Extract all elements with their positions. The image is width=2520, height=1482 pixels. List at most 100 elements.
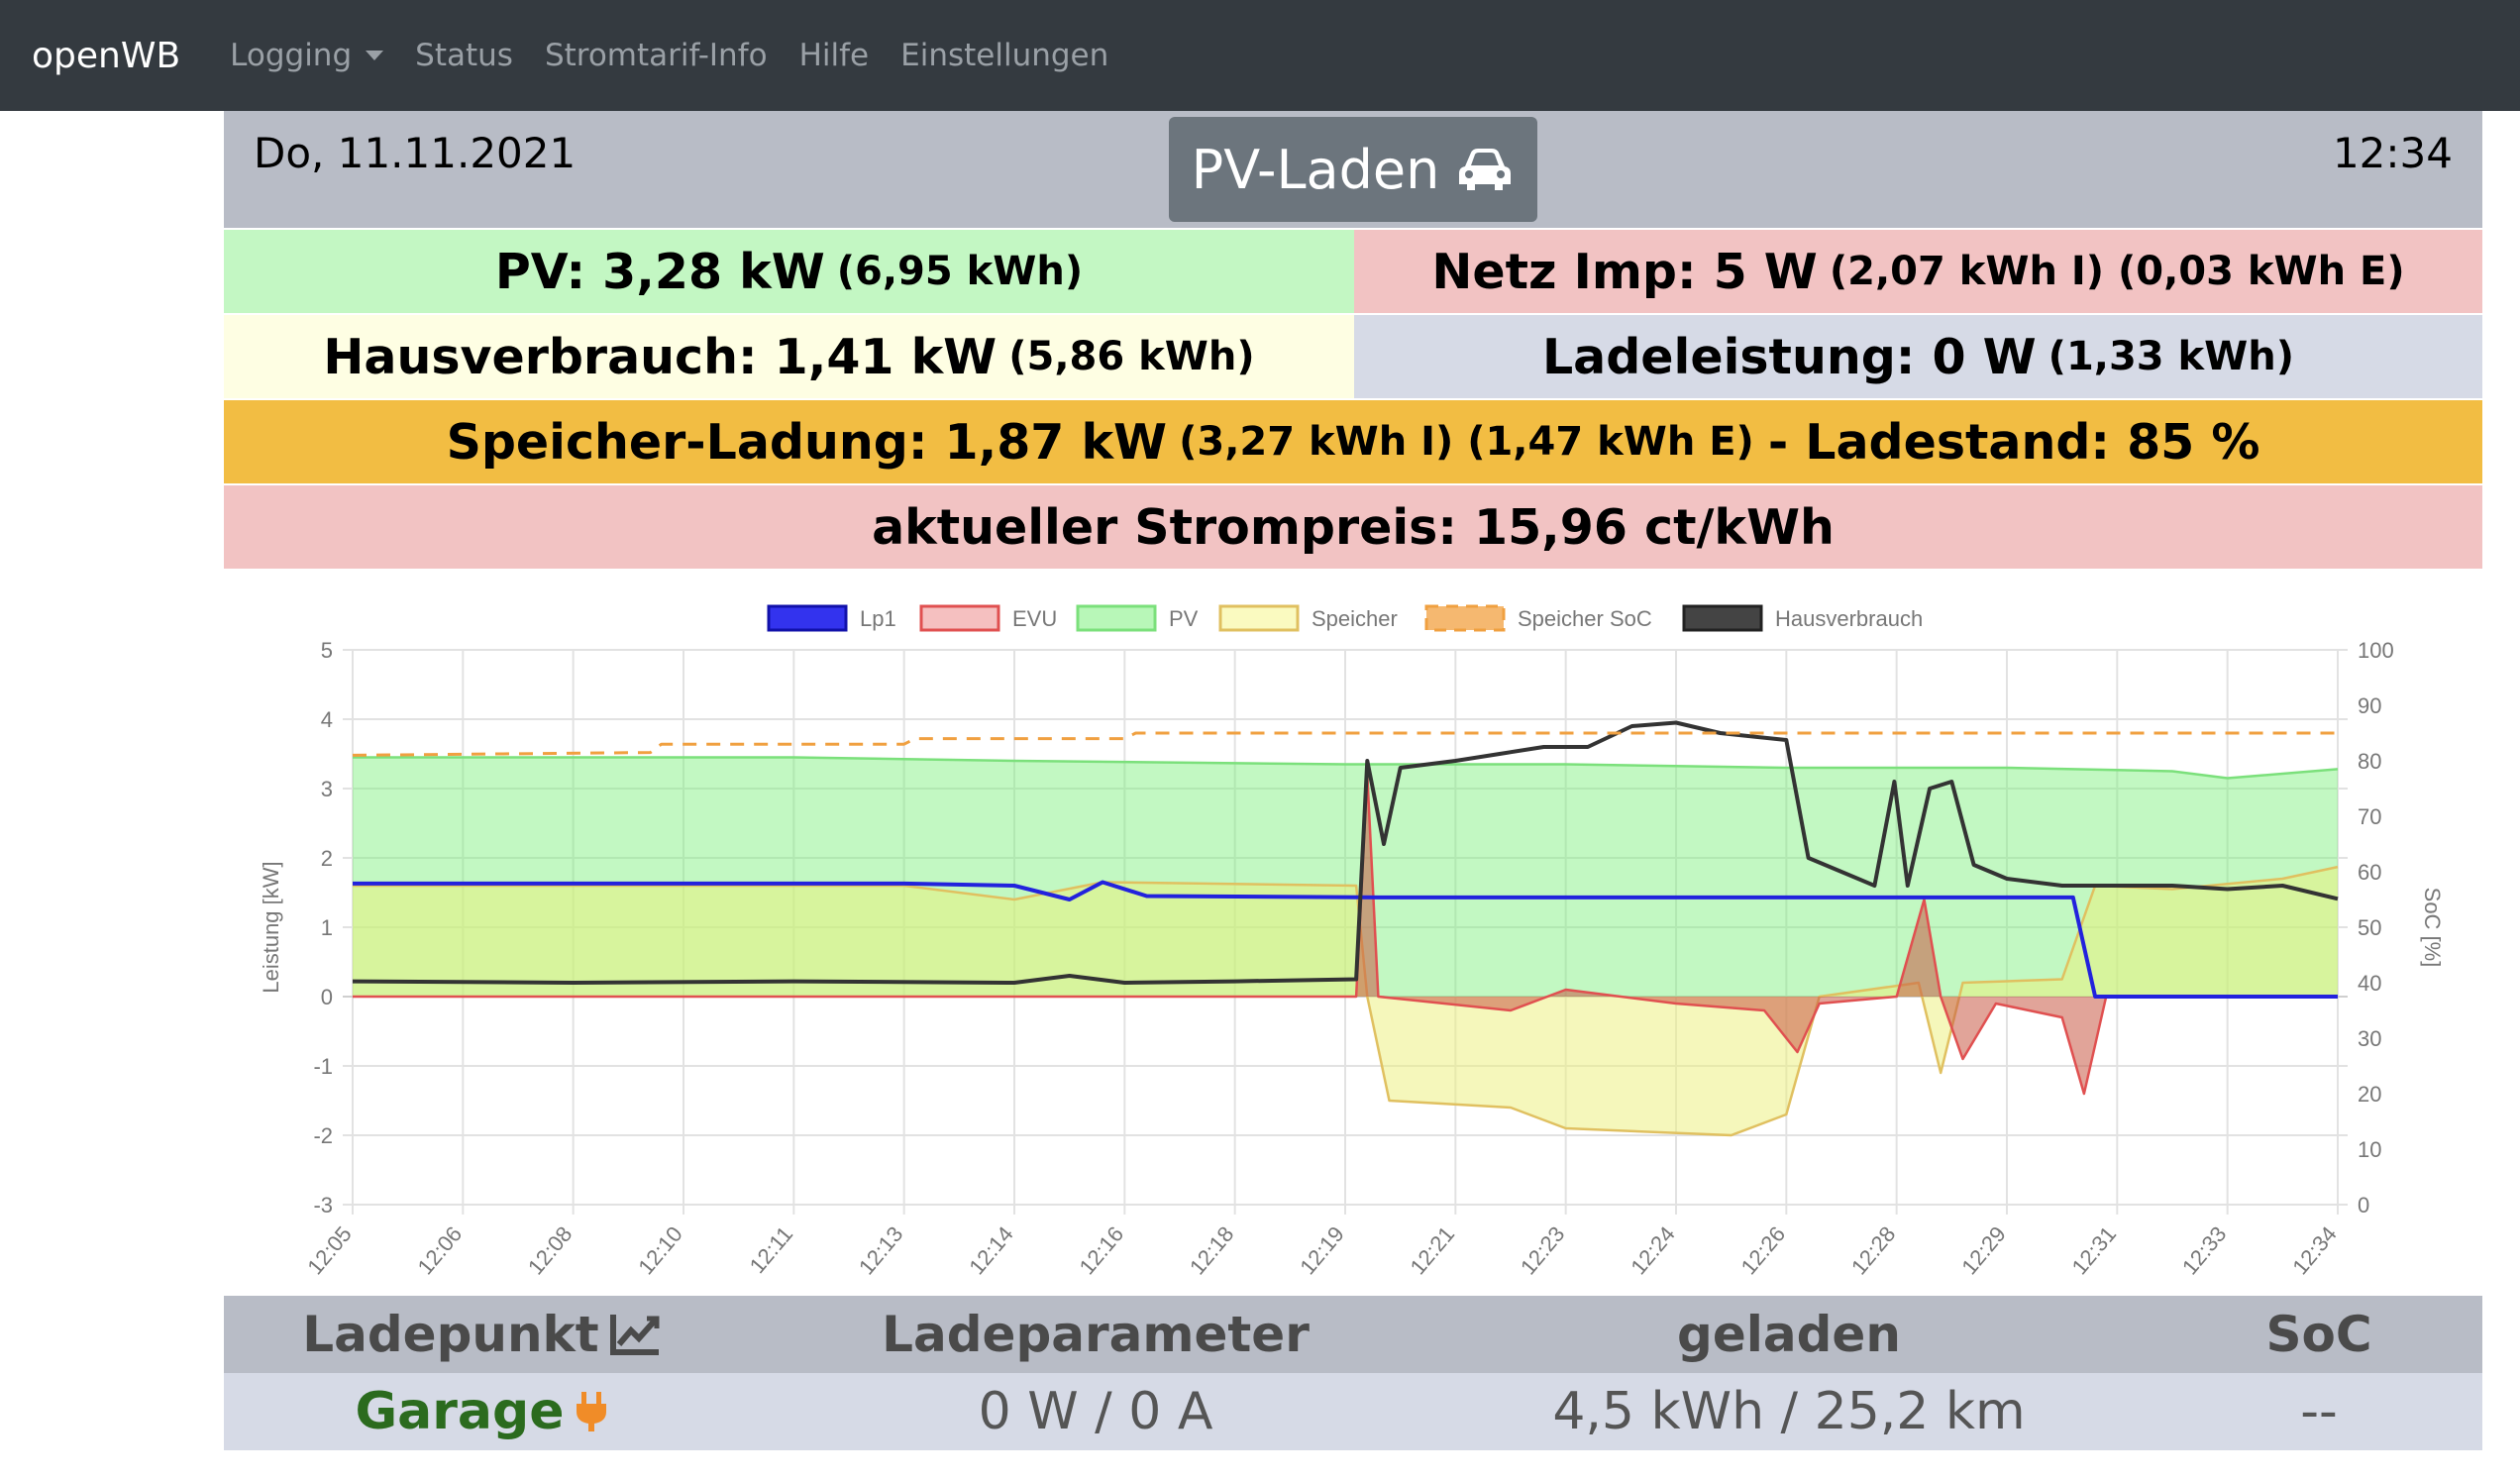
- y2-tick-label: 30: [2358, 1026, 2381, 1051]
- plug-icon: [576, 1392, 606, 1431]
- header-bar: Do, 11.11.2021 PV-Laden 12:34: [224, 111, 2482, 228]
- y-axis-title: Leistung [kW]: [259, 861, 283, 993]
- series-line-speicher-soc: [352, 731, 2338, 757]
- x-tick-label: 12:28: [1846, 1221, 1901, 1279]
- ladeleistung-energy: (1,33 kWh): [2048, 334, 2295, 379]
- chart-line-icon[interactable]: [609, 1313, 661, 1356]
- y2-tick-label: 50: [2358, 915, 2381, 940]
- x-tick-label: 12:14: [964, 1221, 1018, 1279]
- y-tick-label: 1: [321, 915, 333, 940]
- col-soc: SoC: [2265, 1306, 2372, 1363]
- netz-power: Netz Imp: 5 W: [1431, 243, 1818, 300]
- chevron-down-icon: [366, 51, 384, 60]
- x-tick-label: 12:18: [1185, 1221, 1239, 1279]
- x-tick-label: 12:13: [854, 1221, 908, 1279]
- nav-stromtarif-info[interactable]: Stromtarif-Info: [544, 38, 768, 73]
- y-tick-label: 5: [321, 638, 333, 663]
- nav-status[interactable]: Status: [415, 38, 513, 73]
- date-display: Do, 11.11.2021: [254, 129, 577, 177]
- charge-mode-label: PV-Laden: [1191, 138, 1440, 201]
- y-tick-label: 3: [321, 777, 333, 801]
- y2-tick-label: 60: [2358, 860, 2381, 885]
- y-tick-label: -2: [313, 1123, 333, 1148]
- ladeparameter-value: 0 W / 0 A: [978, 1382, 1213, 1441]
- strompreis-cell: aktueller Strompreis: 15,96 ct/kWh: [224, 485, 2482, 569]
- legend-label: Hausverbrauch: [1775, 606, 1923, 631]
- series-line-evu: [353, 773, 2338, 1096]
- x-tick-label: 12:33: [2177, 1221, 2232, 1279]
- ladeleistung-power: Ladeleistung: 0 W: [1541, 328, 2037, 385]
- legend-label: Speicher: [1312, 606, 1398, 631]
- y-tick-label: -1: [313, 1054, 333, 1079]
- navbar: openWB Logging Status Stromtarif-Info Hi…: [0, 0, 2520, 111]
- x-tick-label: 12:34: [2287, 1221, 2342, 1279]
- y2-tick-label: 10: [2358, 1137, 2381, 1162]
- brand-logo[interactable]: openWB: [32, 35, 181, 76]
- y2-tick-label: 40: [2358, 971, 2381, 996]
- charge-mode-button[interactable]: PV-Laden: [1169, 117, 1537, 222]
- ladepunkt-table-header: Ladepunkt Ladeparameter geladen SoC: [224, 1296, 2482, 1373]
- legend-swatch: [1424, 604, 1506, 632]
- col-ladepunkt: Ladepunkt: [283, 1296, 680, 1373]
- x-tick-label: 12:31: [2067, 1221, 2122, 1279]
- y-tick-label: 2: [321, 846, 333, 871]
- pv-energy: (6,95 kWh): [836, 249, 1084, 294]
- ladeleistung-cell: Ladeleistung: 0 W (1,33 kWh): [1354, 315, 2482, 398]
- legend-label: EVU: [1012, 606, 1057, 631]
- x-tick-label: 12:23: [1516, 1221, 1570, 1279]
- netz-cell: Netz Imp: 5 W (2,07 kWh I) (0,03 kWh E): [1354, 230, 2482, 313]
- pv-cell: PV: 3,28 kW (6,95 kWh): [224, 230, 1354, 313]
- pv-power: PV: 3,28 kW: [494, 243, 825, 300]
- x-tick-label: 12:29: [1956, 1221, 2011, 1279]
- speicher-energy: (3,27 kWh I) (1,47 kWh E): [1179, 419, 1754, 465]
- y2-tick-label: 0: [2358, 1193, 2369, 1217]
- col-ladepunkt-label: Ladepunkt: [302, 1306, 599, 1363]
- y-tick-label: -3: [313, 1193, 333, 1217]
- series-area-speicher: [353, 867, 2338, 1135]
- speicher-power: Speicher-Ladung: 1,87 kW: [446, 413, 1168, 471]
- ladepunkt-name: Garage: [355, 1382, 565, 1441]
- legend-label: PV: [1169, 606, 1199, 631]
- strompreis-text: aktueller Strompreis: 15,96 ct/kWh: [872, 498, 1835, 556]
- col-ladeparameter: Ladeparameter: [882, 1306, 1310, 1363]
- y2-axis-title: SoC [%]: [2420, 888, 2445, 968]
- y2-tick-label: 20: [2358, 1082, 2381, 1107]
- series-line-lp1: [353, 880, 2338, 999]
- x-tick-label: 12:21: [1406, 1221, 1460, 1279]
- x-tick-label: 12:10: [633, 1221, 687, 1279]
- geladen-value: 4,5 kWh / 25,2 km: [1552, 1382, 2026, 1441]
- series-line-hausverbrauch: [352, 720, 2339, 985]
- hausverbrauch-energy: (5,86 kWh): [1008, 334, 1255, 379]
- nav-einstellungen[interactable]: Einstellungen: [900, 38, 1109, 73]
- legend-swatch: [1218, 604, 1300, 632]
- x-tick-label: 12:06: [413, 1221, 468, 1279]
- car-icon: [1459, 149, 1512, 190]
- legend-swatch: [1076, 604, 1157, 632]
- y-tick-label: 0: [321, 985, 333, 1009]
- nav-logging-label: Logging: [230, 38, 353, 73]
- hausverbrauch-power: Hausverbrauch: 1,41 kW: [323, 328, 998, 385]
- x-tick-label: 12:16: [1075, 1221, 1129, 1279]
- legend-label: Speicher SoC: [1518, 606, 1652, 631]
- col-geladen: geladen: [1677, 1306, 1901, 1363]
- nav-hilfe[interactable]: Hilfe: [798, 38, 870, 73]
- series-line-speicher: [353, 865, 2339, 1137]
- legend-swatch: [767, 604, 848, 632]
- speicher-soc: - Ladestand: 85 %: [1767, 413, 2260, 471]
- series-line-pv: [353, 756, 2339, 780]
- soc-value: --: [2300, 1382, 2338, 1441]
- netz-energy: (2,07 kWh I) (0,03 kWh E): [1829, 249, 2405, 294]
- table-row: Garage 0 W / 0 A 4,5 kWh / 25,2 km --: [224, 1373, 2482, 1450]
- x-tick-label: 12:24: [1626, 1221, 1680, 1279]
- clock-display: 12:34: [2332, 129, 2453, 177]
- ladepunkt-name-cell[interactable]: Garage: [283, 1373, 680, 1450]
- y2-tick-label: 80: [2358, 749, 2381, 774]
- x-tick-label: 12:19: [1295, 1221, 1349, 1279]
- nav-logging[interactable]: Logging: [230, 38, 384, 73]
- legend-label: Lp1: [860, 606, 896, 631]
- x-tick-label: 12:11: [745, 1221, 797, 1278]
- x-tick-label: 12:08: [523, 1221, 578, 1279]
- y-tick-label: 4: [321, 707, 333, 732]
- y2-tick-label: 90: [2358, 693, 2381, 718]
